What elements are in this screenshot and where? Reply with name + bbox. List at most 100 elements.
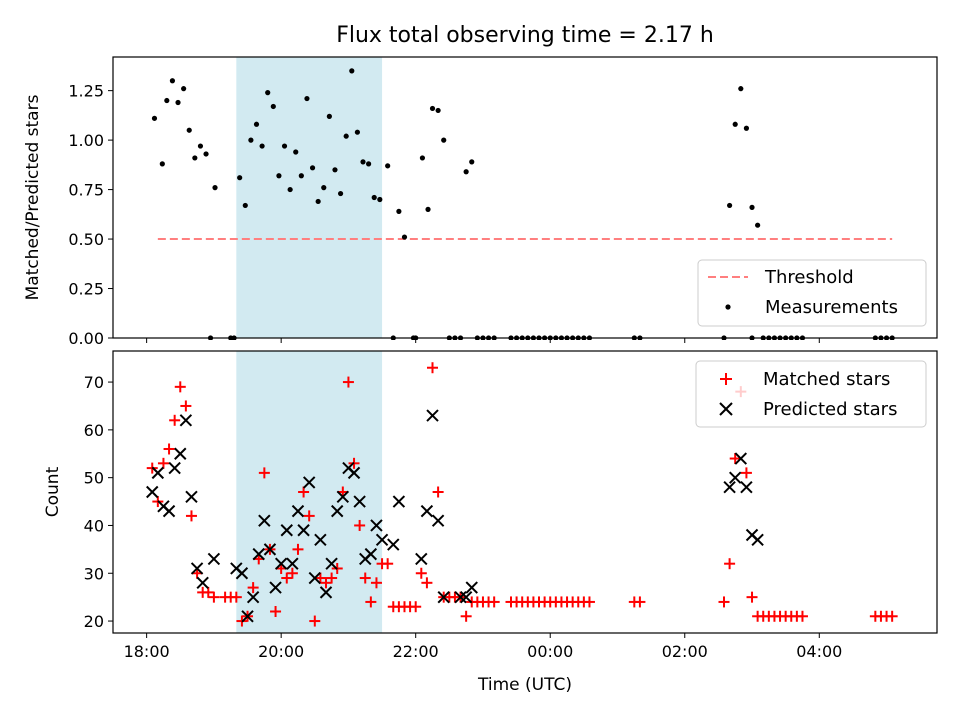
measurements-legend-label: Measurements (765, 297, 898, 318)
predicted-stars-point-d2 (723, 481, 736, 494)
bottom-ytick-label: 30 (84, 564, 104, 583)
predicted-legend-label: Predicted stars (763, 399, 897, 420)
top-ytick-label: 0.50 (68, 230, 104, 249)
measurements-point (253, 121, 260, 127)
measurements-point (298, 173, 304, 179)
predicted-stars-point-d2 (207, 552, 221, 566)
top-ytick-label: 1.00 (68, 131, 104, 150)
measurements-point (315, 198, 321, 205)
measurements-point (192, 155, 198, 161)
predicted-stars-point (151, 466, 165, 480)
threshold-legend-label: Threshold (764, 267, 854, 288)
matched-stars-point (163, 443, 175, 455)
predicted-stars-point-d2 (246, 590, 260, 604)
matched-stars-point (415, 567, 427, 579)
measurements-point (276, 173, 282, 179)
predicted-stars-point-d2 (426, 409, 439, 422)
measurements-point (186, 127, 192, 133)
predicted-stars-point-d2 (286, 557, 299, 570)
predicted-stars-point (415, 552, 428, 566)
bottom-ytick-label: 40 (84, 516, 104, 535)
predicted-stars-point (241, 610, 254, 623)
predicted-stars-point-d2 (174, 447, 187, 460)
top-panel: 0.00 0.25 0.50 0.75 1.00 1.25 Matched/Predicte… (23, 56, 938, 348)
measurements-point (726, 202, 733, 209)
chart-title: Flux total observing time = 2.17 h (336, 23, 714, 48)
predicted-stars-point (426, 409, 439, 422)
bottom-ytick-label: 20 (84, 612, 104, 631)
matched-stars-point (174, 381, 186, 393)
predicted-stars-point-d2 (459, 590, 473, 604)
matched-stars-point (298, 486, 310, 498)
measurements-point (309, 165, 316, 171)
measurements-point (332, 167, 338, 173)
predicted-stars-point (431, 514, 445, 527)
bottom-xtick-label: 02:00 (662, 642, 708, 661)
measurements-point (441, 137, 447, 143)
predicted-stars-point (258, 514, 271, 527)
predicted-stars-point (387, 538, 400, 551)
measurements-point (396, 208, 402, 214)
measurements-legend-marker (725, 304, 731, 310)
measurements-point (343, 133, 349, 139)
matched-stars-point (342, 376, 354, 388)
measurements-point (401, 234, 408, 240)
measurements-point (419, 155, 426, 161)
predicted-stars-point (437, 590, 450, 604)
predicted-stars-point-d2 (370, 519, 383, 532)
predicted-stars-point (336, 490, 350, 503)
predicted-stars-point (392, 495, 406, 508)
predicted-stars-point (740, 481, 753, 494)
matched-stars-point (746, 591, 758, 603)
matched-stars-point (247, 582, 259, 594)
predicted-stars-point (353, 495, 366, 508)
matched-stars-point (157, 457, 169, 469)
predicted-stars-point-d2 (431, 514, 445, 527)
predicted-stars-point-d2 (302, 476, 316, 489)
measurements-point (287, 186, 293, 193)
measurements-point (281, 143, 288, 149)
predicted-stars-point (246, 590, 260, 604)
predicted-stars-point-d2 (274, 557, 288, 570)
predicted-stars-point (263, 543, 277, 556)
measurements-point (151, 115, 158, 121)
predicted-stars-point (297, 524, 310, 537)
predicted-stars-point (280, 524, 293, 537)
predicted-stars-point (196, 576, 209, 590)
predicted-stars-point-d2 (269, 581, 282, 594)
predicted-stars-point-d2 (168, 461, 181, 475)
predicted-stars-point (252, 547, 265, 561)
predicted-stars-point-d2 (347, 466, 361, 480)
predicted-stars-point (286, 557, 299, 570)
predicted-stars-point (185, 490, 198, 503)
measurements-point (377, 196, 383, 203)
predicted-stars-point-d2 (392, 495, 406, 508)
bottom-xtick-label: 00:00 (527, 642, 573, 661)
predicted-stars-point-d2 (465, 581, 478, 594)
top-y-axis-label: Matched/Predicted stars (23, 94, 43, 300)
matched-stars-point (365, 596, 377, 608)
matched-stars-point (421, 577, 433, 589)
matched-legend-label: Matched stars (763, 369, 890, 390)
predicted-stars-point-d2 (263, 543, 277, 556)
matched-stars-point (230, 591, 242, 603)
matched-stars-point (724, 558, 736, 570)
measurements-point (360, 159, 366, 165)
predicted-stars-point (291, 504, 305, 518)
predicted-stars-point-d2 (146, 485, 159, 499)
predicted-stars-point-d2 (162, 504, 176, 518)
predicted-stars-point (274, 557, 288, 570)
measurements-point (326, 113, 332, 119)
predicted-stars-point (465, 581, 478, 594)
predicted-stars-point-d2 (190, 562, 204, 575)
predicted-stars-point (420, 504, 434, 518)
matched-stars-point (320, 577, 332, 589)
predicted-stars-point (314, 533, 327, 547)
measurements-point (749, 204, 755, 210)
predicted-stars-point (174, 447, 187, 460)
top-frame (112, 56, 938, 339)
predicted-stars-point (459, 590, 473, 604)
matched-stars-point (583, 596, 595, 608)
measurements-point (354, 129, 360, 135)
top-legend-box (697, 259, 927, 327)
